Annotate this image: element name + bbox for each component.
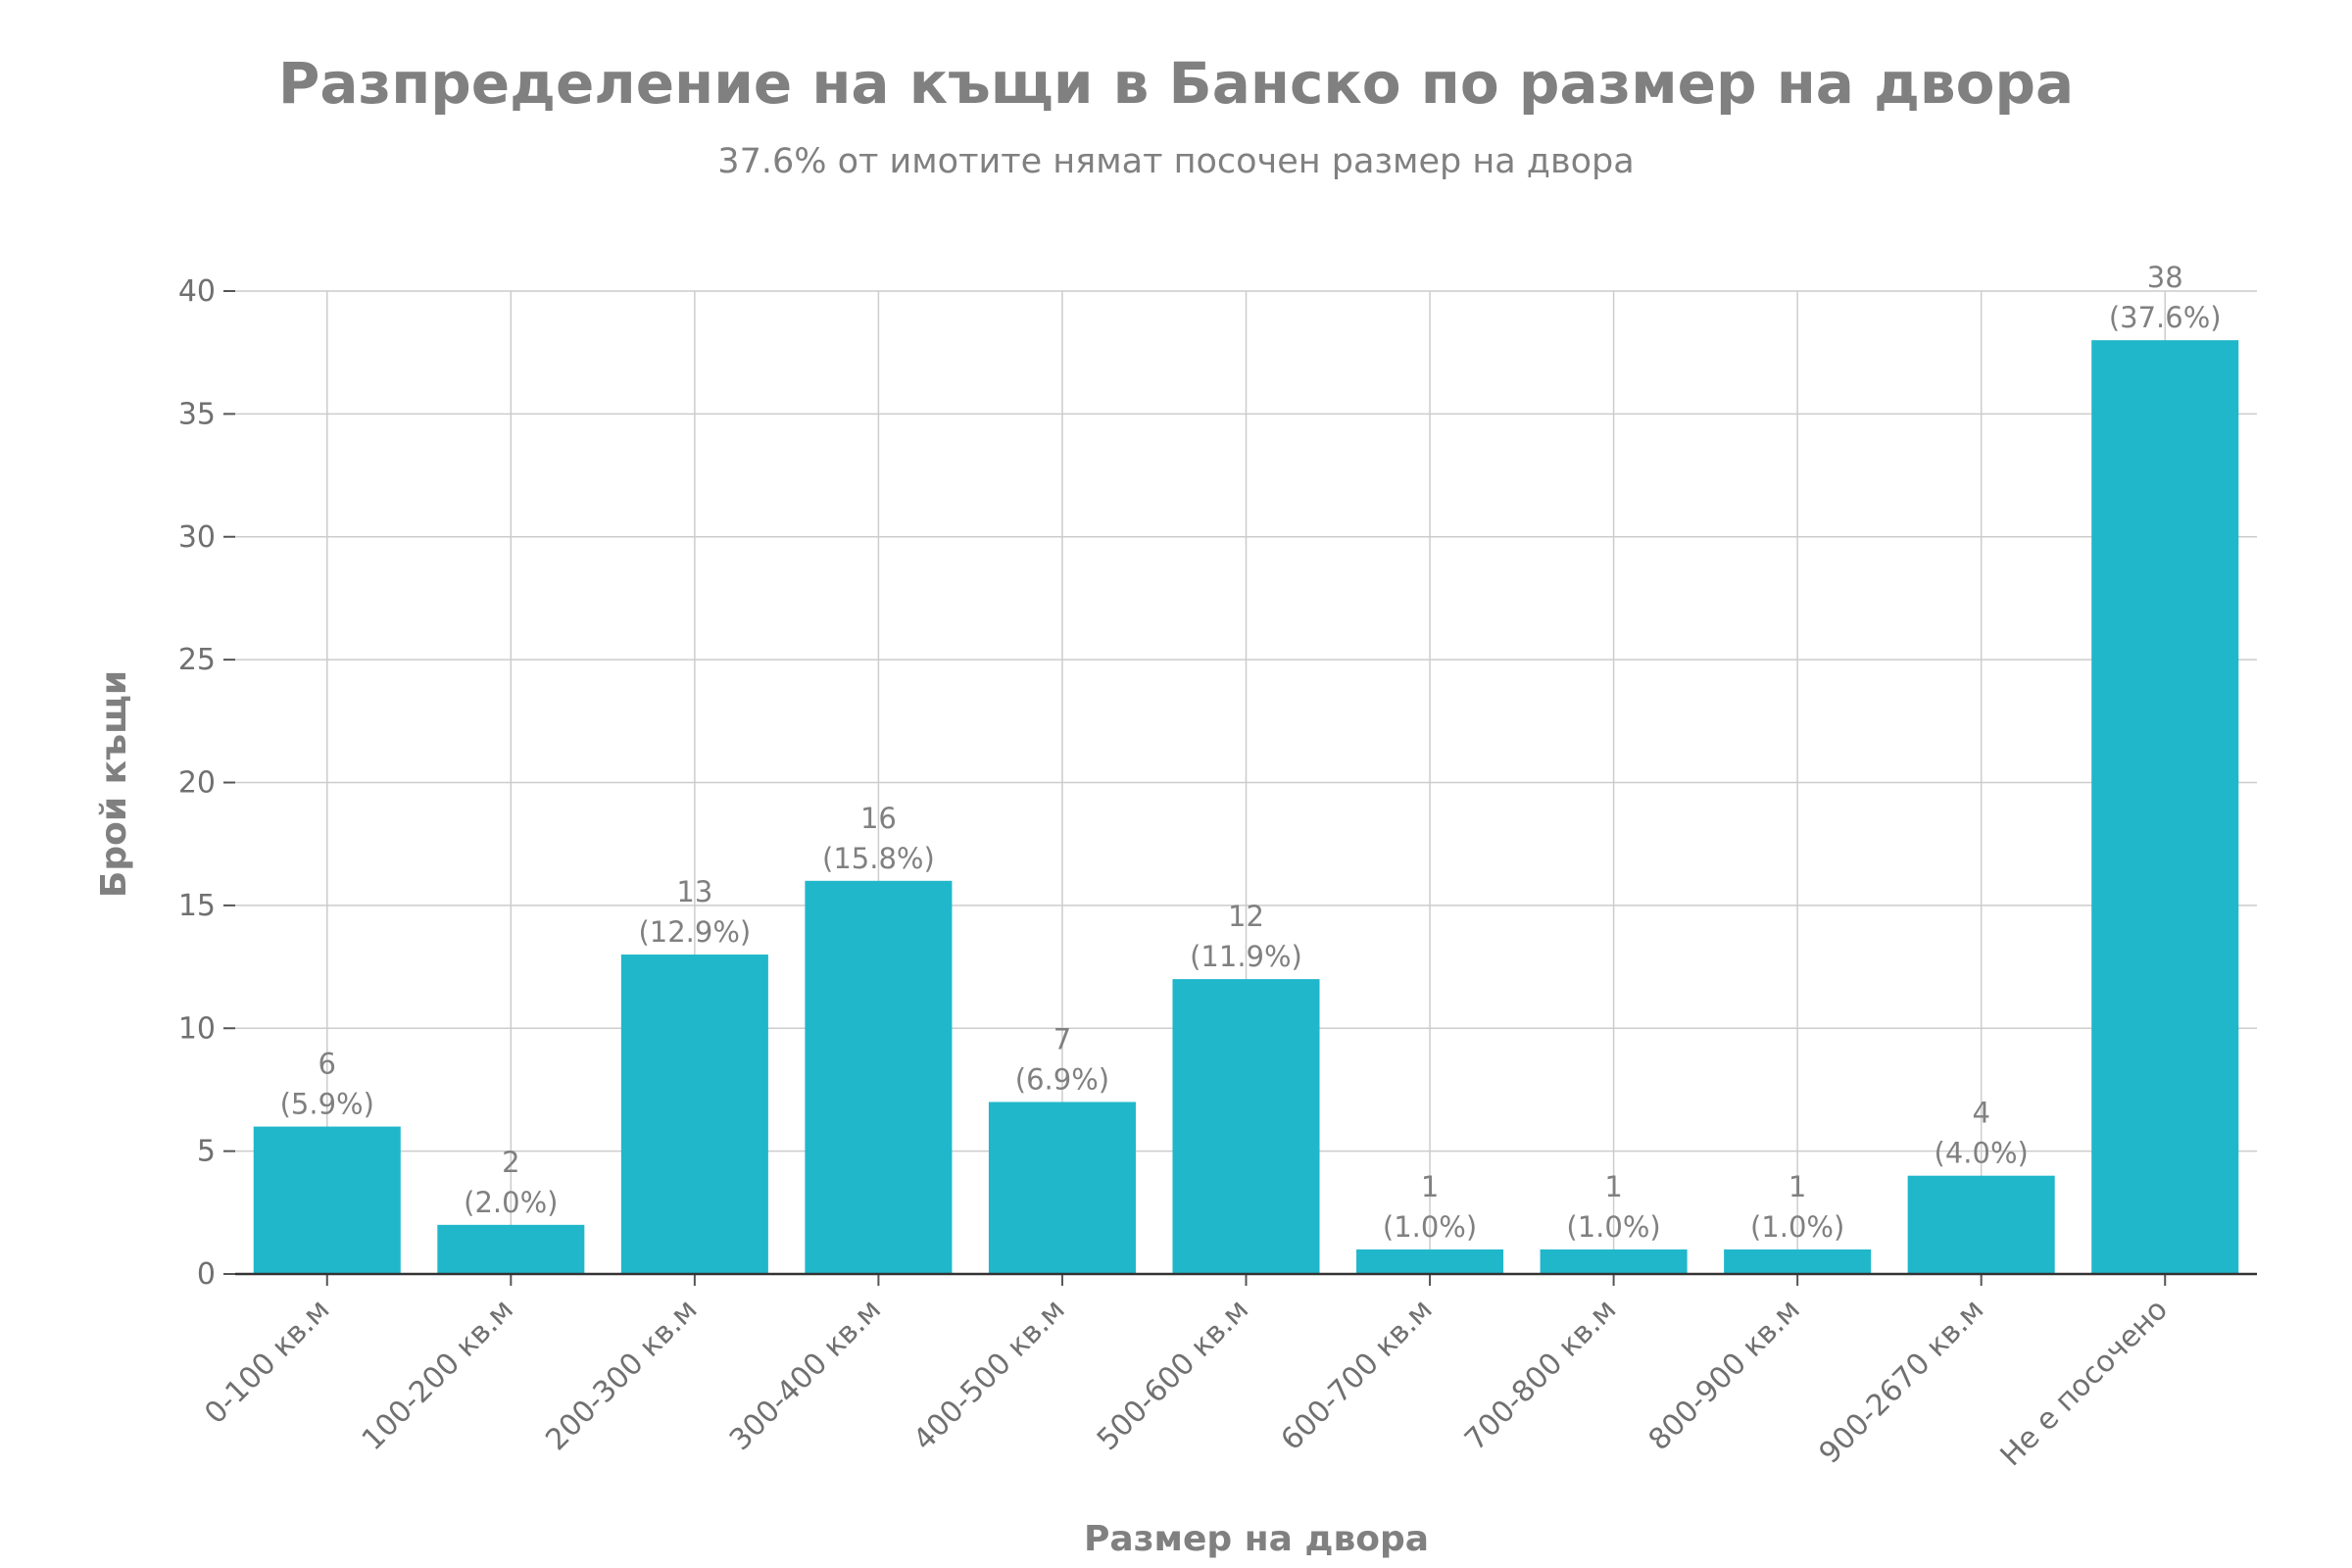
x-tick-label: 200-300 кв.м (539, 1293, 704, 1457)
bar (1724, 1249, 1872, 1274)
bar-percent-label: (15.8%) (822, 842, 935, 875)
x-tick-label: 600-700 кв.м (1275, 1293, 1440, 1457)
bars (253, 340, 2239, 1274)
bar-value-label: 38 (2147, 261, 2183, 294)
bar-value-label: 1 (1421, 1170, 1439, 1203)
x-axis-title: Размер на двора (1084, 1519, 1429, 1559)
bar (805, 880, 953, 1274)
bar-value-label: 4 (1972, 1097, 1989, 1130)
y-tick-label: 15 (178, 889, 216, 923)
y-tick-label: 25 (178, 643, 216, 677)
x-tick-label: 300-400 кв.м (723, 1293, 888, 1457)
x-axis-ticks: 0-100 кв.м 100-200 кв.м 200-300 кв.м 300-40… (198, 1274, 2175, 1473)
chart-title: Разпределение на къщи в Банско по размер… (278, 50, 2074, 117)
x-tick-label: 100-200 кв.м (356, 1293, 520, 1457)
bar (988, 1102, 1136, 1274)
bar-percent-label: (4.0%) (1935, 1137, 2029, 1170)
bar-percent-label: (2.0%) (464, 1186, 558, 1219)
bar-value-label: 2 (502, 1146, 519, 1179)
bar (620, 955, 768, 1274)
bar-percent-label: (11.9%) (1190, 940, 1302, 973)
y-axis-ticks: 0 5 10 15 20 25 30 35 40 (178, 274, 235, 1292)
bar-value-label: 1 (1604, 1170, 1622, 1203)
bar-labels: 6 (5.9%) 2 (2.0%) 13 (12.9%) 16 (15.8%) 7 (6.9%) 1… (280, 261, 2222, 1244)
bar (253, 1126, 401, 1274)
x-tick-label: 800-900 кв.м (1642, 1293, 1807, 1457)
y-tick-label: 0 (197, 1257, 216, 1292)
bar (1172, 979, 1320, 1274)
bar-percent-label: (37.6%) (2109, 301, 2222, 334)
bar-value-label: 16 (860, 802, 897, 835)
bar-value-label: 7 (1054, 1022, 1071, 1055)
x-tick-label: 0-100 кв.м (198, 1293, 336, 1431)
bar-value-label: 13 (676, 875, 712, 908)
bar-value-label: 6 (318, 1048, 336, 1081)
y-tick-label: 40 (178, 274, 216, 309)
bar (2091, 340, 2239, 1274)
bar-percent-label: (1.0%) (1750, 1210, 1844, 1244)
bar (1907, 1175, 2055, 1274)
bar (1356, 1249, 1504, 1274)
bar (437, 1224, 585, 1274)
bar-percent-label: (1.0%) (1383, 1210, 1477, 1244)
y-axis-title: Брой къщи (94, 670, 134, 898)
x-tick-label: Не е посочено (1994, 1293, 2175, 1473)
bar-value-label: 12 (1228, 900, 1264, 933)
y-tick-label: 20 (178, 766, 216, 801)
y-tick-label: 30 (178, 520, 216, 555)
x-tick-label: 400-500 кв.м (906, 1293, 1071, 1457)
bar-percent-label: (5.9%) (280, 1088, 374, 1121)
bar (1540, 1249, 1688, 1274)
bar-percent-label: (1.0%) (1566, 1210, 1660, 1244)
bar-value-label: 1 (1788, 1170, 1806, 1203)
bar-percent-label: (6.9%) (1015, 1062, 1109, 1096)
bar-percent-label: (12.9%) (638, 915, 751, 949)
x-tick-label: 700-800 кв.м (1458, 1293, 1623, 1457)
y-tick-label: 10 (178, 1011, 216, 1046)
y-tick-label: 35 (178, 397, 216, 431)
x-tick-label: 500-600 кв.м (1091, 1293, 1255, 1457)
chart-subtitle: 37.6% от имотите нямат посочен размер на… (717, 142, 1634, 181)
y-tick-label: 5 (197, 1135, 216, 1169)
x-tick-label: 900-2670 кв.м (1813, 1293, 1991, 1471)
